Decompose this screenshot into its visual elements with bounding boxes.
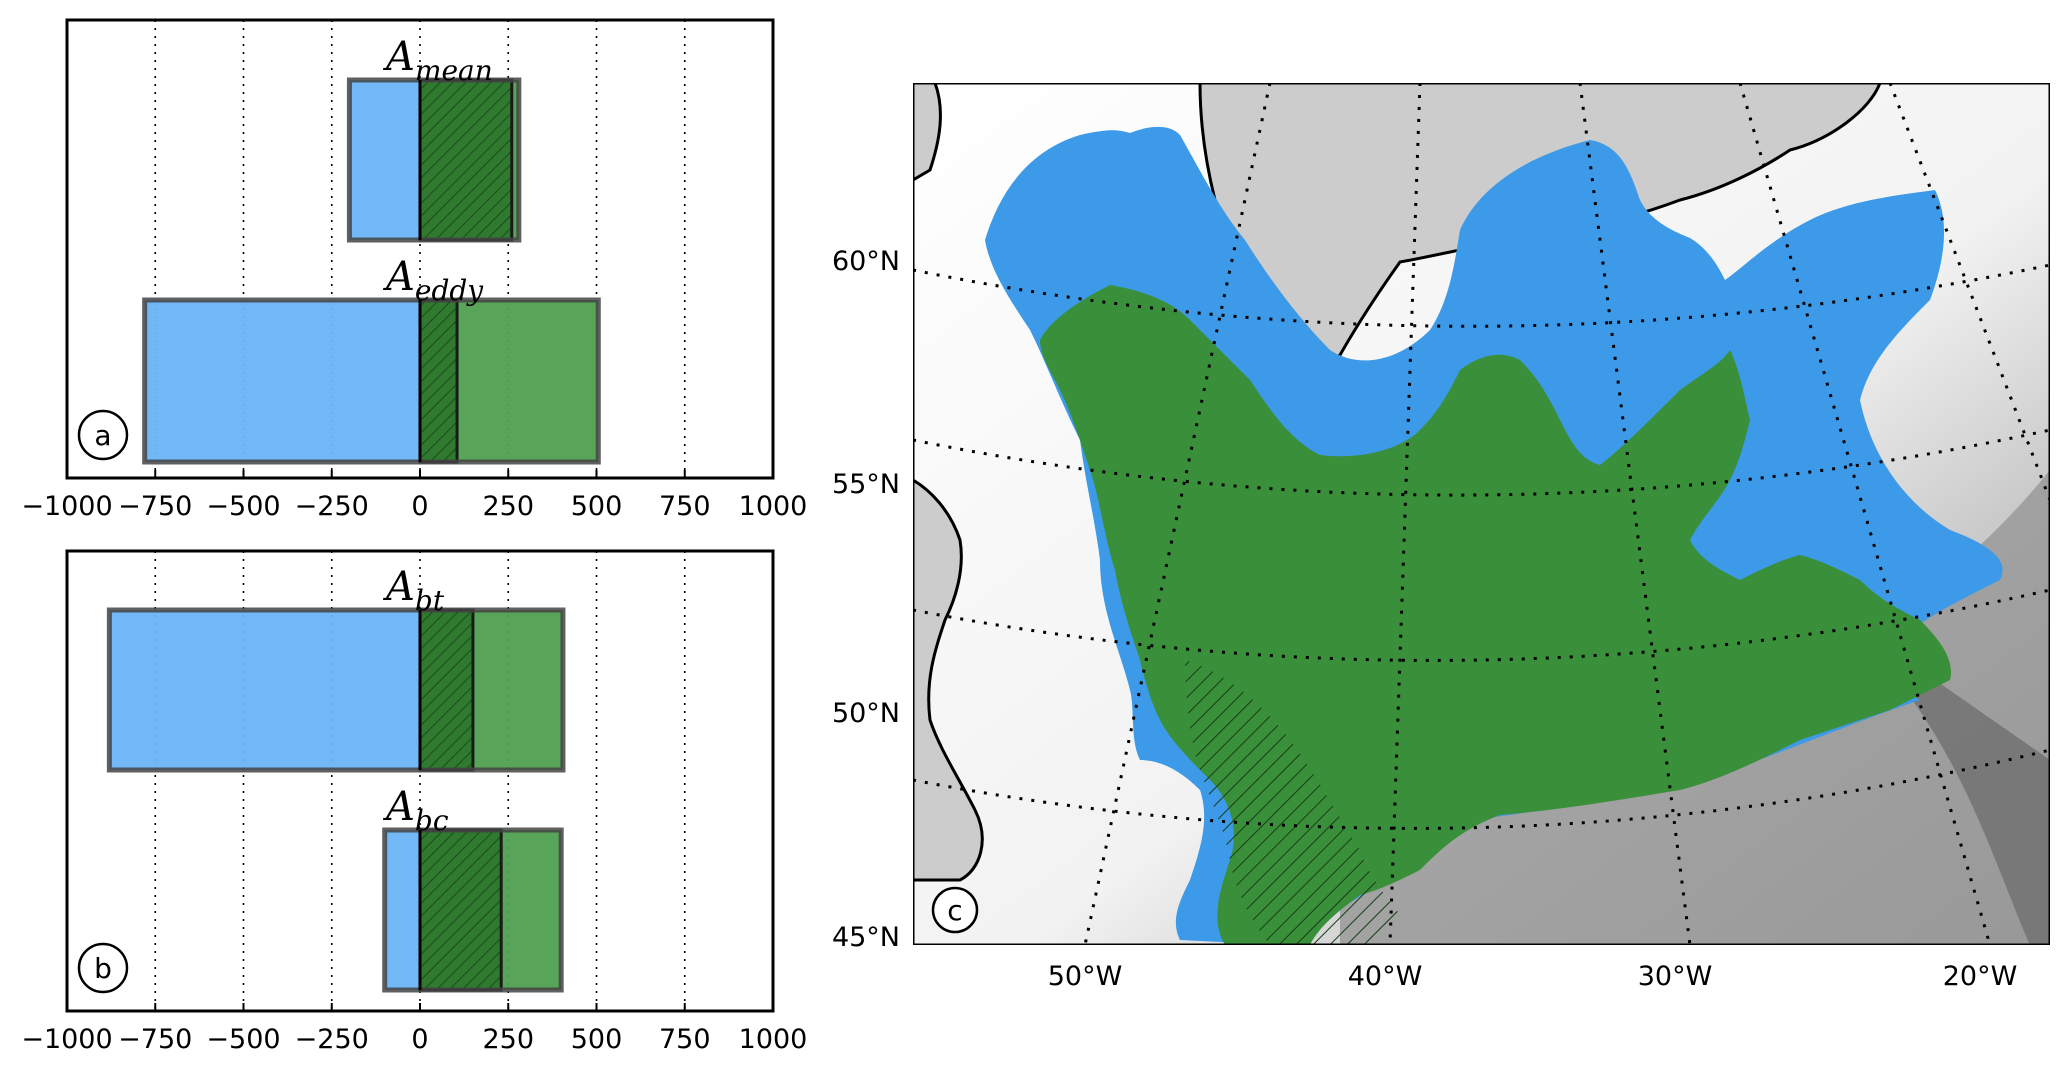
bar-hatched-region bbox=[418, 828, 503, 992]
x-tick-label: −250 bbox=[295, 1024, 369, 1055]
bar-group-mean bbox=[346, 77, 522, 243]
x-tick-label: 500 bbox=[571, 1024, 623, 1055]
x-tick-label: 0 bbox=[411, 1024, 428, 1055]
lat-label-50n: 50°N bbox=[832, 698, 900, 729]
x-tick-label: 500 bbox=[571, 491, 623, 522]
x-tick-label: 750 bbox=[659, 491, 711, 522]
map-bathymetry-texture bbox=[1340, 470, 2050, 945]
bar-negative bbox=[349, 80, 420, 240]
panel-label-circle bbox=[77, 942, 129, 994]
x-tick-label: 250 bbox=[482, 1024, 534, 1055]
bar-group-eddy bbox=[142, 297, 601, 465]
panel-c-letter: c bbox=[947, 894, 962, 927]
bar-title-bt: Abt bbox=[382, 564, 445, 617]
bar-title-main: A bbox=[382, 784, 415, 830]
x-tick-label: 1000 bbox=[739, 1024, 808, 1055]
bar-title-eddy: Aeddy bbox=[382, 254, 484, 307]
bar-outline bbox=[142, 297, 601, 465]
map-bathymetry-ridge bbox=[1820, 600, 2050, 945]
x-tick-label: 750 bbox=[659, 1024, 711, 1055]
x-tick-label: −1000 bbox=[21, 491, 112, 522]
bar-title-main: A bbox=[382, 254, 415, 300]
bar-negative bbox=[109, 610, 421, 770]
x-tick-label: −250 bbox=[295, 491, 369, 522]
x-tick-label: −500 bbox=[206, 491, 280, 522]
lon-label-50w: 50°W bbox=[1048, 961, 1123, 992]
bar-outline bbox=[346, 77, 522, 243]
panel-letter: b bbox=[94, 952, 112, 985]
bar-negative bbox=[144, 300, 420, 462]
lat-label-55n: 55°N bbox=[832, 469, 900, 500]
panel-c-label-circle bbox=[931, 886, 979, 934]
bar-group-bc bbox=[382, 827, 564, 993]
lon-label-40w: 40°W bbox=[1348, 961, 1423, 992]
bar-title-main: A bbox=[382, 564, 415, 610]
bar-hatched-region bbox=[418, 608, 475, 772]
x-tick-label: −500 bbox=[206, 1024, 280, 1055]
bar-outline bbox=[382, 827, 564, 993]
bar-hatched-region bbox=[418, 78, 514, 242]
newfoundland-landmass bbox=[913, 478, 984, 882]
panel-label-circle bbox=[77, 409, 129, 461]
x-tick-label: 1000 bbox=[739, 491, 808, 522]
lon-label-30w: 30°W bbox=[1638, 961, 1713, 992]
bar-title-sub: eddy bbox=[415, 274, 484, 307]
bar-title-sub: bc bbox=[415, 804, 449, 837]
panel-letter: a bbox=[94, 419, 111, 452]
bar-group-bt bbox=[106, 607, 566, 773]
x-tick-label: −750 bbox=[118, 1024, 192, 1055]
bar-title-mean: Amean bbox=[382, 34, 493, 87]
map-graticule bbox=[913, 83, 2050, 945]
map-axis-labels: 60°N 55°N 50°N 45°N 50°W 40°W 30°W 20°W bbox=[832, 246, 2017, 992]
x-tick-label: −1000 bbox=[21, 1024, 112, 1055]
map-hatched-region bbox=[1185, 660, 1400, 945]
bar-negative bbox=[384, 830, 420, 990]
bar-hatched-region bbox=[418, 298, 459, 464]
bar-title-sub: mean bbox=[415, 54, 493, 87]
bar-title-main: A bbox=[382, 34, 415, 80]
bar-title-bc: Abc bbox=[382, 784, 449, 837]
bar-title-sub: bt bbox=[415, 584, 445, 617]
panel-c-map: c bbox=[913, 83, 2050, 945]
x-tick-label: 250 bbox=[482, 491, 534, 522]
lat-label-45n: 45°N bbox=[832, 922, 900, 953]
x-tick-label: 0 bbox=[411, 491, 428, 522]
x-tick-label: −750 bbox=[118, 491, 192, 522]
lon-label-20w: 20°W bbox=[1943, 961, 2018, 992]
bar-outline bbox=[106, 607, 566, 773]
labrador-landmass bbox=[913, 83, 942, 182]
lat-label-60n: 60°N bbox=[832, 246, 900, 277]
